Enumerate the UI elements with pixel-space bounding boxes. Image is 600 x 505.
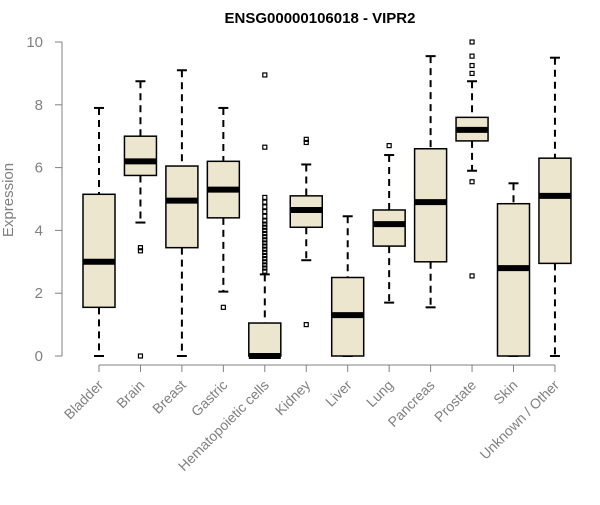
box-group [165, 69, 199, 357]
outlier-point [262, 262, 268, 268]
outlier-point [262, 204, 268, 210]
box-group [330, 215, 365, 357]
y-tick-label: 8 [35, 97, 43, 114]
outlier-point [262, 259, 268, 265]
outlier-point [469, 62, 475, 69]
x-tick-label: Breast [149, 377, 189, 417]
outlier-point [262, 230, 268, 237]
y-axis-label: Expression [0, 163, 17, 237]
y-tick-label: 0 [35, 348, 43, 365]
outlier-point [303, 136, 309, 142]
outlier-point [262, 218, 268, 224]
box-iqr [123, 135, 158, 177]
outlier-point [262, 246, 268, 252]
outlier-point [137, 353, 144, 359]
x-tick-label: Liver [322, 377, 355, 410]
box-group [455, 39, 489, 279]
box-group [123, 80, 158, 359]
box-group [372, 143, 406, 304]
box-iqr [248, 322, 282, 357]
outlier-point [262, 240, 268, 246]
outlier-point [262, 72, 268, 78]
outlier-point [262, 199, 268, 205]
outlier-point [262, 213, 268, 219]
box-series [82, 39, 572, 359]
outlier-point [262, 227, 268, 233]
y-tick-label: 4 [35, 222, 43, 239]
outlier-point [262, 224, 268, 230]
outlier-point [262, 243, 268, 249]
outlier-point [469, 39, 475, 45]
outlier-point [137, 245, 144, 251]
outlier-point [303, 322, 309, 328]
outlier-point [262, 194, 268, 201]
outlier-point [469, 179, 475, 185]
outlier-point [469, 53, 475, 59]
x-tick-label: Brain [113, 377, 147, 411]
box-iqr [82, 193, 116, 309]
outlier-point [262, 221, 268, 227]
box-group [206, 106, 241, 310]
box-group [248, 72, 282, 359]
x-tick-label: Skin [490, 377, 521, 408]
box-iqr [538, 157, 572, 265]
box-group [289, 136, 323, 328]
x-tick-label: Prostate [431, 377, 479, 425]
x-tick-label: Unknown / Other [476, 377, 562, 463]
x-tick-label: Lung [363, 377, 396, 410]
box-iqr [413, 148, 448, 263]
outlier-point [262, 208, 268, 215]
box-iqr [496, 202, 531, 357]
outlier-point [262, 256, 268, 262]
outlier-point [469, 273, 475, 279]
outlier-point [262, 265, 268, 271]
y-tick-label: 2 [35, 285, 43, 302]
box-iqr [372, 209, 406, 247]
outlier-point [220, 304, 226, 310]
outlier-point [469, 70, 475, 77]
x-tick-label: Bladder [61, 377, 107, 423]
box-group [413, 55, 448, 309]
outlier-point [262, 144, 268, 150]
box-group [538, 56, 572, 357]
outlier-point [137, 248, 144, 254]
outlier-point [262, 249, 268, 255]
y-tick-label: 6 [35, 160, 43, 177]
outlier-point [262, 268, 268, 274]
box-group [496, 182, 531, 357]
outlier-point [303, 139, 309, 146]
chart-title: ENSG00000106018 - VIPR2 [225, 10, 416, 27]
x-tick-label: Kidney [272, 377, 314, 419]
box-group [82, 106, 116, 357]
y-tick-label: 10 [26, 34, 43, 51]
box-iqr [165, 165, 199, 249]
outlier-point [386, 143, 392, 149]
outlier-point [262, 234, 268, 240]
outlier-point [262, 237, 268, 243]
outlier-point [262, 252, 268, 259]
